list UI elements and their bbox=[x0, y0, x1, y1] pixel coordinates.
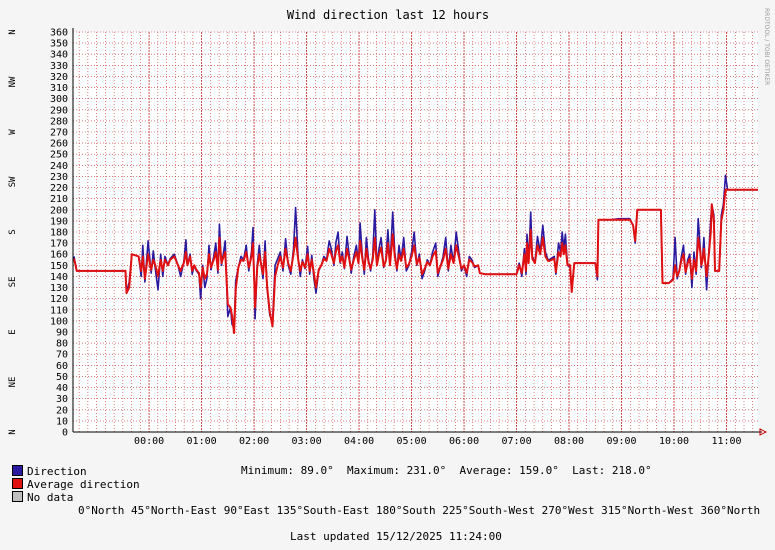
y-tick-label: 130 bbox=[50, 283, 68, 294]
y-tick-label: 20 bbox=[56, 405, 68, 416]
y-tick-label: 180 bbox=[50, 228, 68, 239]
compass-label: SE bbox=[8, 277, 18, 288]
y-tick-label: 270 bbox=[50, 128, 68, 139]
compass-label: W bbox=[8, 129, 18, 135]
last-updated: Last updated 15/12/2025 11:24:00 bbox=[290, 530, 502, 543]
y-tick-label: 280 bbox=[50, 116, 68, 127]
y-tick-label: 300 bbox=[50, 94, 68, 105]
y-tick-label: 50 bbox=[56, 372, 68, 383]
legend-item-average: Average direction bbox=[12, 478, 140, 491]
y-tick-label: 210 bbox=[50, 194, 68, 205]
y-tick-label: 230 bbox=[50, 172, 68, 183]
legend-item-direction: Direction bbox=[12, 465, 87, 478]
y-tick-label: 90 bbox=[56, 328, 68, 339]
y-tick-label: 360 bbox=[50, 28, 68, 39]
y-tick-label: 170 bbox=[50, 239, 68, 250]
x-tick-label: 02:00 bbox=[239, 436, 269, 447]
compass-label: N bbox=[8, 29, 18, 34]
average-direction-series-line bbox=[73, 188, 758, 335]
legend-swatch-no-data bbox=[12, 491, 23, 502]
y-tick-label: 290 bbox=[50, 105, 68, 116]
x-tick-label: 08:00 bbox=[554, 436, 584, 447]
compass-label: NE bbox=[8, 377, 18, 388]
y-tick-label: 80 bbox=[56, 339, 68, 350]
y-tick-label: 30 bbox=[56, 394, 68, 405]
compass-key: 0°North 45°North-East 90°East 135°South-… bbox=[78, 504, 761, 517]
y-tick-label: 0 bbox=[62, 428, 68, 439]
chart-title: Wind direction last 12 hours bbox=[287, 8, 489, 22]
x-tick-label: 00:00 bbox=[134, 436, 164, 447]
x-tick-label: 09:00 bbox=[606, 436, 636, 447]
y-tick-label: 200 bbox=[50, 205, 68, 216]
y-tick-label: 250 bbox=[50, 150, 68, 161]
x-tick-label: 03:00 bbox=[292, 436, 322, 447]
y-axis-ticks: 0102030405060708090100110120130140150160… bbox=[50, 28, 68, 439]
series-lines bbox=[73, 174, 758, 335]
x-tick-label: 11:00 bbox=[711, 436, 741, 447]
legend-label: Average direction bbox=[27, 478, 140, 491]
legend-swatch-direction bbox=[12, 465, 23, 476]
y-tick-label: 330 bbox=[50, 61, 68, 72]
compass-label: N bbox=[8, 429, 18, 434]
x-tick-label: 07:00 bbox=[501, 436, 531, 447]
compass-label: NW bbox=[8, 76, 18, 87]
y-tick-label: 340 bbox=[50, 50, 68, 61]
x-axis-ticks: 00:00 01:00 02:00 03:00 04:00 05:00 06:00 07:00… bbox=[134, 436, 742, 447]
legend-label: No data bbox=[27, 491, 74, 504]
y-tick-label: 40 bbox=[56, 383, 68, 394]
rrdtool-watermark: RRDTOOL / TOBI OETIKER bbox=[763, 8, 770, 85]
y-tick-label: 320 bbox=[50, 72, 68, 83]
y-tick-label: 140 bbox=[50, 272, 68, 283]
legend-swatch-average bbox=[12, 478, 23, 489]
axes bbox=[72, 28, 768, 436]
y-tick-label: 190 bbox=[50, 216, 68, 227]
y-tick-label: 60 bbox=[56, 361, 68, 372]
y-tick-label: 260 bbox=[50, 139, 68, 150]
x-tick-label: 04:00 bbox=[344, 436, 374, 447]
y-tick-label: 240 bbox=[50, 161, 68, 172]
y-tick-label: 220 bbox=[50, 183, 68, 194]
y-tick-label: 110 bbox=[50, 305, 68, 316]
y-tick-label: 150 bbox=[50, 261, 68, 272]
x-tick-label: 05:00 bbox=[397, 436, 427, 447]
y-tick-label: 350 bbox=[50, 39, 68, 50]
legend-item-no-data: No data bbox=[12, 491, 73, 504]
compass-label: S bbox=[8, 229, 18, 234]
y-tick-label: 10 bbox=[56, 416, 68, 427]
y-tick-label: 120 bbox=[50, 294, 68, 305]
y-tick-label: 310 bbox=[50, 83, 68, 94]
x-tick-label: 01:00 bbox=[187, 436, 217, 447]
y-tick-label: 160 bbox=[50, 250, 68, 261]
compass-label: SW bbox=[8, 176, 18, 187]
y-tick-label: 70 bbox=[56, 350, 68, 361]
legend-label: Direction bbox=[27, 465, 87, 478]
grid bbox=[73, 31, 758, 433]
x-axis-arrow bbox=[759, 428, 768, 436]
x-tick-label: 06:00 bbox=[449, 436, 479, 447]
x-tick-label: 10:00 bbox=[659, 436, 689, 447]
compass-label: E bbox=[8, 329, 18, 334]
compass-axis-labels: N NE E SE S SW W NW N bbox=[8, 29, 18, 434]
y-tick-label: 100 bbox=[50, 316, 68, 327]
stats-summary: Minimum: 89.0° Maximum: 231.0° Average: … bbox=[241, 464, 652, 477]
